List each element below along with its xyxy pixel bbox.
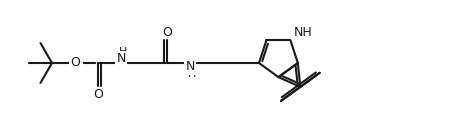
Text: N: N [116,53,125,66]
Text: H: H [119,47,127,57]
Text: O: O [162,25,172,39]
Text: N: N [185,60,195,73]
Text: O: O [70,56,80,70]
Text: O: O [93,87,103,101]
Text: NH: NH [293,26,312,39]
Text: H: H [188,69,196,79]
